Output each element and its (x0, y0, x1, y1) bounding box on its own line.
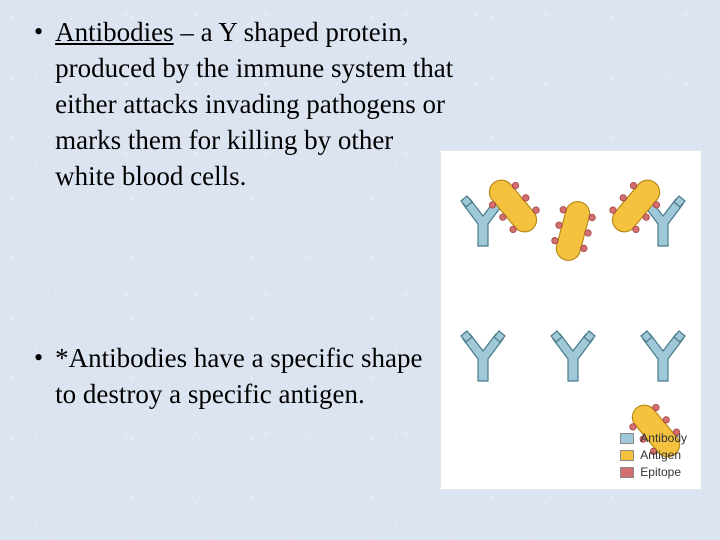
bullet-marker: • (34, 340, 43, 376)
legend-label-antigen: Antigen (640, 448, 681, 462)
legend-row-epitope: Epitope (620, 465, 687, 479)
bullet-row: • Antibodies – a Y shaped protein, produ… (34, 14, 454, 194)
legend-swatch-epitope (620, 467, 634, 478)
legend-label-epitope: Epitope (640, 465, 681, 479)
antibody-diagram: Antibody Antigen Epitope (440, 150, 702, 490)
bullet-2: • *Antibodies have a specific shape to d… (34, 340, 434, 412)
term-underline: Antibodies (55, 17, 174, 47)
legend-swatch-antigen (620, 450, 634, 461)
legend-row-antigen: Antigen (620, 448, 687, 462)
bullet-1: • Antibodies – a Y shaped protein, produ… (34, 14, 454, 194)
bullet-row: • *Antibodies have a specific shape to d… (34, 340, 434, 412)
bullet-marker: • (34, 14, 43, 50)
diagram-legend: Antibody Antigen Epitope (620, 428, 687, 479)
legend-label-antibody: Antibody (640, 431, 687, 445)
bullet-2-text: *Antibodies have a specific shape to des… (55, 340, 434, 412)
legend-swatch-antibody (620, 433, 634, 444)
bullet-1-text: Antibodies – a Y shaped protein, produce… (55, 14, 454, 194)
legend-row-antibody: Antibody (620, 431, 687, 445)
term-antibodies: Antibodies (55, 17, 174, 47)
